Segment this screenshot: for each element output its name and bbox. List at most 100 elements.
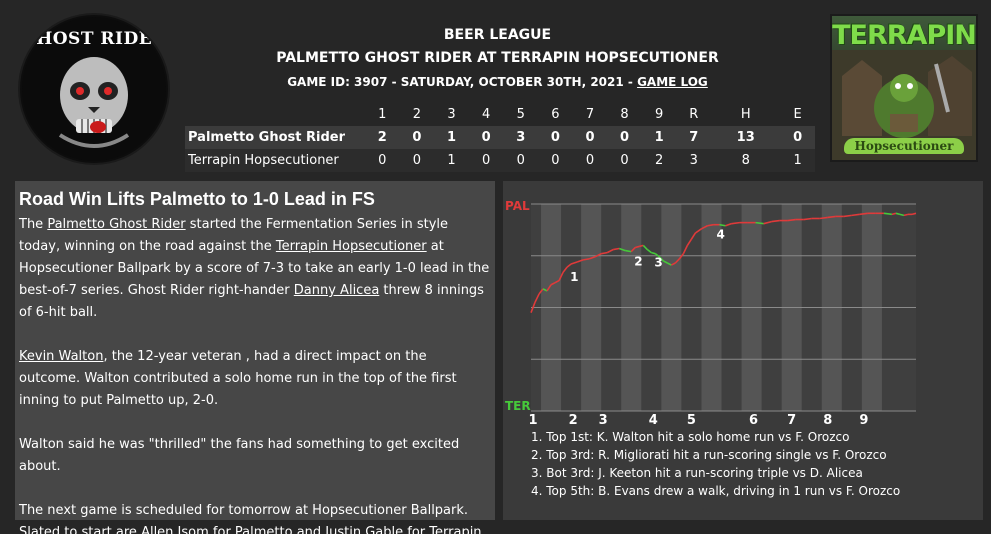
linescore-cell: 1 — [780, 149, 815, 172]
player-link-isom[interactable]: Allen Isom — [141, 525, 209, 534]
wp-line-segment — [694, 228, 702, 234]
league-title: BEER LEAGUE — [443, 27, 552, 43]
wp-annotation: 4 — [716, 228, 724, 242]
linescore-cell: 2 — [641, 149, 677, 172]
game-info-text: GAME ID: 3907 - SATURDAY, OCTOBER 30TH, … — [287, 75, 638, 89]
wp-line-segment — [763, 220, 772, 225]
team-link-terrapin[interactable]: Terrapin Hopsecutioner — [275, 239, 427, 254]
wp-line-segment — [686, 238, 693, 246]
linescore-col-header: 4 — [481, 107, 491, 122]
wp-line-segment — [546, 284, 552, 292]
linescore-cell: 0 — [468, 126, 504, 149]
team-link-palmetto[interactable]: Palmetto Ghost Rider — [47, 217, 186, 232]
wp-line-segment — [707, 223, 714, 227]
player-link-alicea[interactable]: Danny Alicea — [293, 283, 380, 298]
recap-headline: Road Win Lifts Palmetto to 1-0 Lead in F… — [19, 189, 375, 209]
wp-line-segment — [803, 217, 812, 221]
recap-text: The — [19, 217, 48, 232]
wp-line-segment — [601, 251, 608, 255]
wp-line-segment — [554, 279, 560, 284]
game-recap-panel: Road Win Lifts Palmetto to 1-0 Lead in F… — [15, 181, 495, 534]
wp-line-segment — [674, 258, 680, 264]
wp-line-segment — [651, 251, 656, 255]
linescore-team-header — [185, 103, 365, 126]
recap-text: , the 12-year veteran , had a direct imp… — [19, 349, 457, 408]
wp-line-segment — [755, 221, 764, 225]
recap-text: for Terrapin. — [403, 525, 486, 534]
linescore-cell: 0 — [572, 126, 608, 149]
linescore-col-header: 9 — [655, 107, 664, 122]
wp-line-segment — [859, 212, 868, 216]
wp-line-segment — [911, 212, 917, 216]
x-tick-label: 6 — [749, 413, 758, 428]
turtle-icon — [832, 50, 976, 160]
home-logo-subtext: Hopsecutioner — [844, 138, 964, 154]
game-log-link[interactable]: GAME LOG — [637, 75, 708, 89]
play-note: 2. Top 3rd: R. Migliorati hit a run-scor… — [531, 448, 887, 462]
linescore-col-header: 8 — [620, 107, 629, 122]
linescore-cell: 0 — [365, 149, 400, 172]
wp-line-segment — [731, 221, 740, 225]
linescore-cell: 1 — [434, 126, 469, 149]
linescore-cell: 0 — [468, 149, 504, 172]
linescore-cell: 2 — [365, 126, 400, 149]
linescore-col-header: E — [793, 107, 802, 122]
wp-line-segment — [582, 258, 590, 261]
wp-line-segment — [654, 253, 660, 258]
linescore-cell: 0 — [399, 149, 435, 172]
linescore-cell: 0 — [572, 149, 608, 172]
wp-line-segment — [899, 213, 905, 217]
wp-line-segment — [566, 263, 572, 268]
recap-paragraph: The next game is scheduled for tomorrow … — [19, 500, 491, 534]
x-tick-label: 2 — [569, 413, 578, 428]
away-logo-text: GHOST RIDER — [21, 29, 167, 49]
wp-line-segment — [819, 216, 828, 220]
wp-line-segment — [639, 244, 644, 248]
linescore-col-header: 2 — [412, 107, 422, 122]
linescore-col-header: 3 — [447, 107, 456, 122]
player-link-gable[interactable]: Justin Gable — [325, 525, 404, 534]
wp-line-segment — [827, 215, 836, 219]
game-header: BEER LEAGUE PALMETTO GHOST RIDER AT TERR… — [185, 24, 810, 94]
linescore-cell: 0 — [503, 149, 539, 172]
home-logo-text: TERRAPIN — [832, 20, 976, 51]
chart-top-label: PAL — [505, 199, 530, 213]
wp-line-segment — [558, 271, 564, 281]
linescore-col-header: 5 — [516, 107, 525, 122]
linescore-col-header: 7 — [585, 107, 595, 122]
linescore-cell: 1 — [434, 149, 469, 172]
recap-text: started the Fermentation Series in style… — [19, 217, 449, 254]
recap-paragraph: The Palmetto Ghost Rider started the Fer… — [19, 214, 491, 324]
skull-icon — [22, 17, 166, 161]
wp-line-segment — [725, 222, 732, 227]
wp-line-segment — [670, 262, 676, 266]
linescore-cell: 8 — [711, 149, 781, 172]
win-probability-panel: 1 2 3 4 PAL TER 1 2 3 4 5 6 7 8 9 1. Top 1st: K. Walto… — [503, 181, 983, 520]
wp-line-segment — [594, 252, 602, 258]
wp-line-segment — [843, 214, 852, 218]
wp-line-segment — [542, 288, 548, 292]
wp-line-segment — [903, 213, 909, 217]
linescore-header-row: 1 2 3 4 5 6 7 8 9 R H E — [185, 103, 815, 126]
wp-line-segment — [891, 212, 897, 216]
recap-paragraph: Walton said he was "thrilled" the fans h… — [19, 437, 460, 474]
linescore-cell: 7 — [676, 126, 712, 149]
wp-line-segment — [576, 259, 584, 263]
wp-line-segment — [570, 261, 578, 265]
linescore-cell: 0 — [607, 149, 642, 172]
away-team-logo: GHOST RIDER — [20, 15, 168, 163]
wp-annotation: 2 — [634, 255, 642, 269]
wp-line-segment — [851, 213, 860, 217]
linescore-col-header: H — [740, 107, 751, 122]
linescore-cell: 13 — [711, 126, 781, 149]
player-link-walton[interactable]: Kevin Walton — [19, 349, 104, 364]
wp-line-segment — [678, 253, 685, 260]
play-notes: 1. Top 1st: K. Walton hit a solo home ru… — [531, 428, 900, 500]
wp-line-segment — [606, 248, 614, 254]
linescore-team-name: Palmetto Ghost Rider — [185, 126, 365, 149]
x-tick-label: 7 — [787, 413, 796, 428]
game-info: GAME ID: 3907 - SATURDAY, OCTOBER 30TH, … — [185, 70, 810, 94]
play-note: 3. Bot 3rd: J. Keeton hit a run-scoring … — [531, 466, 863, 480]
